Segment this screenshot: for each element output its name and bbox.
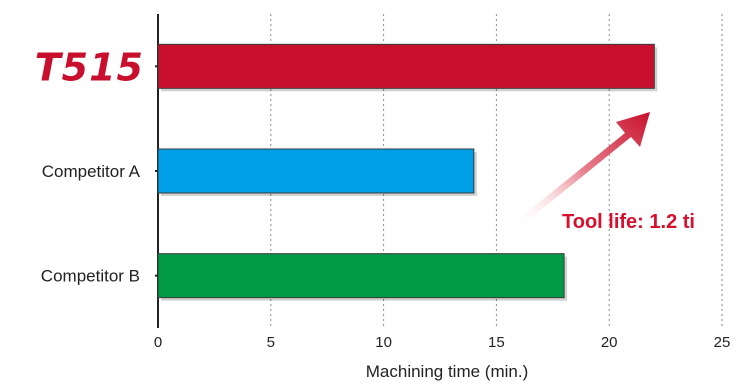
- category-label: Competitor A: [42, 162, 141, 181]
- x-tick-label: 15: [488, 334, 505, 351]
- x-tick-label: 20: [601, 334, 618, 351]
- x-tick-labels: 0 5 10 15 20 25: [154, 334, 731, 351]
- x-tick-label: 0: [154, 334, 162, 351]
- bar-competitor-a: [157, 148, 475, 194]
- category-labels: T515 Competitor A Competitor B: [35, 45, 144, 286]
- bars: [157, 43, 658, 301]
- x-tick-label: 10: [375, 334, 392, 351]
- bar-competitor-b: [157, 253, 565, 299]
- x-axis-title: Machining time (min.): [366, 362, 529, 381]
- tool-life-annotation: Tool life: 1.2 ti: [562, 211, 695, 233]
- bar-t515: [157, 43, 655, 89]
- x-tick-label: 25: [714, 334, 731, 351]
- trend-arrow: [515, 112, 650, 226]
- x-tick-label: 5: [267, 334, 275, 351]
- brand-logo-label: T515: [35, 45, 144, 89]
- category-label: Competitor B: [41, 267, 140, 286]
